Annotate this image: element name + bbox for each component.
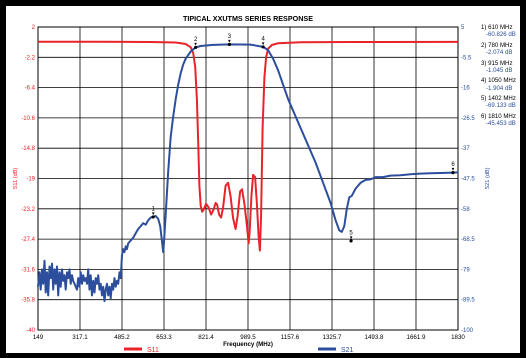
legend-label-s11: S11 [147, 347, 159, 354]
marker-point [151, 215, 155, 219]
marker-entry-2: 2) 780 MHz -2.074 dB [481, 42, 521, 56]
x-tick-label: 1493.8 [365, 334, 384, 341]
marker-value: -60.826 dB [486, 31, 516, 39]
marker-arrow-icon: ▼ [349, 235, 353, 240]
y-left-axis-label: S11 (dB) [13, 168, 19, 190]
marker-arrow-icon: ▼ [451, 167, 455, 172]
x-tick-label: 485.2 [114, 334, 130, 341]
marker-arrow-icon: ▼ [261, 41, 265, 46]
marker-arrow-icon: ▼ [151, 211, 155, 216]
series-line-s11 [38, 40, 459, 252]
marker-label: 1 [152, 206, 156, 212]
series-line-s21 [37, 43, 459, 303]
marker-entry-6: 6) 1810 MHz -45.453 dB [481, 113, 521, 127]
x-tick-label: 989.5 [240, 334, 256, 341]
y-left-tick-label: -6.4 [25, 86, 36, 92]
marker-label: 3 [228, 34, 232, 40]
y-left-tick-label: -35.8 [21, 298, 35, 304]
marker-label: 4) 1050 MHz [481, 77, 516, 85]
marker-label: 2) 780 MHz [481, 41, 513, 49]
x-tick-label: 1661.9 [407, 334, 426, 341]
y-right-tick-label: -16 [461, 86, 470, 92]
y-right-tick-label: -100 [461, 328, 474, 334]
x-tick-label: 1157.6 [281, 334, 300, 341]
y-left-tick-label: -14.8 [21, 146, 35, 152]
y-right-tick-label: -79 [461, 267, 470, 273]
marker-label: 6) 1810 MHz [481, 112, 516, 120]
y-left-tick-label: -23.2 [21, 207, 35, 213]
marker-arrow-icon: ▼ [193, 41, 197, 46]
y-right-tick-label: -68.5 [461, 237, 475, 243]
marker-entry-5: 5) 1402 MHz -69.133 dB [481, 95, 521, 109]
y-right-tick-label: -37 [461, 146, 470, 152]
y-left-tick-label: -40 [26, 328, 35, 334]
x-axis-label: Frequency (MHz) [223, 341, 273, 348]
x-tick-label: 821.4 [198, 334, 214, 341]
y-left-tick-label: -2.2 [25, 55, 36, 61]
y-left-tick-label: -19 [26, 177, 35, 183]
y-left-tick-label: -27.4 [21, 237, 35, 243]
marker-entry-1: 1) 610 MHz -60.826 dB [481, 24, 521, 38]
marker-label: 6 [451, 162, 455, 168]
chart-title: TIPICAL XXUTMS SERIES RESPONSE [183, 14, 313, 23]
marker-label: 4 [261, 36, 265, 42]
x-tick-label: 1325.7 [323, 334, 342, 341]
y-left-tick-label: 2 [32, 25, 36, 31]
y-right-tick-label: 5 [461, 25, 465, 31]
marker-label: 1) 610 MHz [481, 24, 513, 31]
y-right-axis-label: S21 (dB) [485, 167, 491, 189]
y-right-tick-label: -58 [461, 207, 470, 213]
marker-value: -1.045 dB [486, 66, 513, 74]
marker-readout: 1) 610 MHz -60.826 dB 2) 780 MHz -2.074 dB… [481, 24, 521, 131]
marker-point [261, 45, 265, 49]
y-right-tick-label: -5.5 [461, 55, 472, 61]
marker-value: -45.453 dB [486, 120, 516, 128]
marker-label: 2 [194, 37, 198, 43]
x-tick-label: 653.3 [156, 334, 172, 341]
x-tick-label: 317.1 [72, 334, 88, 341]
marker-entry-4: 4) 1050 MHz -1.904 dB [481, 77, 521, 91]
marker-value: -1.904 dB [486, 84, 513, 92]
marker-value: -69.133 dB [486, 102, 516, 110]
y-right-tick-label: -47.5 [461, 177, 475, 183]
x-tick-label: 149 [33, 334, 44, 341]
marker-point [451, 170, 455, 175]
marker-label: 5 [349, 230, 353, 236]
y-left-tick-label: -10.6 [21, 116, 35, 122]
y-left-tick-label: -31.6 [21, 267, 35, 273]
marker-label: 5) 1402 MHz [481, 95, 516, 103]
x-tick-label: 1830 [451, 334, 465, 341]
marker-arrow-icon: ▼ [227, 38, 231, 43]
marker-point [227, 42, 231, 47]
y-right-tick-label: -89.5 [461, 298, 475, 304]
marker-entry-3: 3) 915 MHz -1.045 dB [481, 60, 521, 74]
y-right-tick-label: -26.5 [461, 116, 475, 122]
marker-point [349, 239, 353, 243]
legend-label-s21: S21 [341, 347, 354, 354]
marker-point [194, 45, 198, 50]
marker-value: -2.074 dB [486, 49, 513, 56]
marker-label: 3) 915 MHz [481, 59, 513, 67]
